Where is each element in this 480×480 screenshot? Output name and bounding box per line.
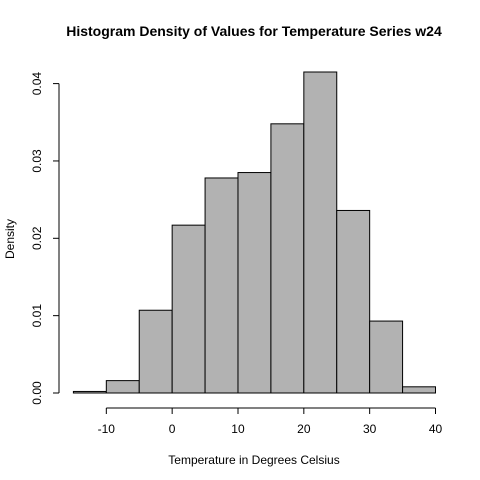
histogram-bar-7 [303,71,338,394]
y-tick-label-1: 0.01 [30,304,44,328]
bars-group [72,71,436,394]
histogram-bar-8 [336,209,371,394]
histogram-bar-1 [105,380,140,394]
x-tick-label-5: 40 [429,422,443,436]
y-axis: 0.00 0.01 0.02 0.03 0.04 [30,72,60,405]
histogram-bar-9 [369,320,404,394]
histogram-bar-6 [270,123,305,394]
x-tick-label-4: 30 [363,422,377,436]
histogram-bar-2 [138,309,173,394]
histogram-bar-10 [402,386,436,394]
x-tick-label-1: 0 [169,422,176,436]
y-tick-label-4: 0.04 [30,72,44,96]
x-tick-label-2: 10 [231,422,245,436]
y-tick-label-0: 0.00 [30,381,44,405]
x-axis: -10 0 10 20 30 40 [98,407,443,436]
chart-title: Histogram Density of Values for Temperat… [66,23,442,39]
y-tick-label-2: 0.02 [30,226,44,250]
y-tick-label-3: 0.03 [30,149,44,173]
histogram-bar-3 [171,224,206,394]
histogram-bar-4 [204,177,239,394]
x-axis-label: Temperature in Degrees Celsius [168,453,339,467]
y-axis-label: Density [3,219,17,259]
x-tick-label-0: -10 [98,422,116,436]
x-tick-label-3: 20 [297,422,311,436]
histogram-bar-0 [72,390,107,394]
histogram-bar-5 [237,172,272,394]
